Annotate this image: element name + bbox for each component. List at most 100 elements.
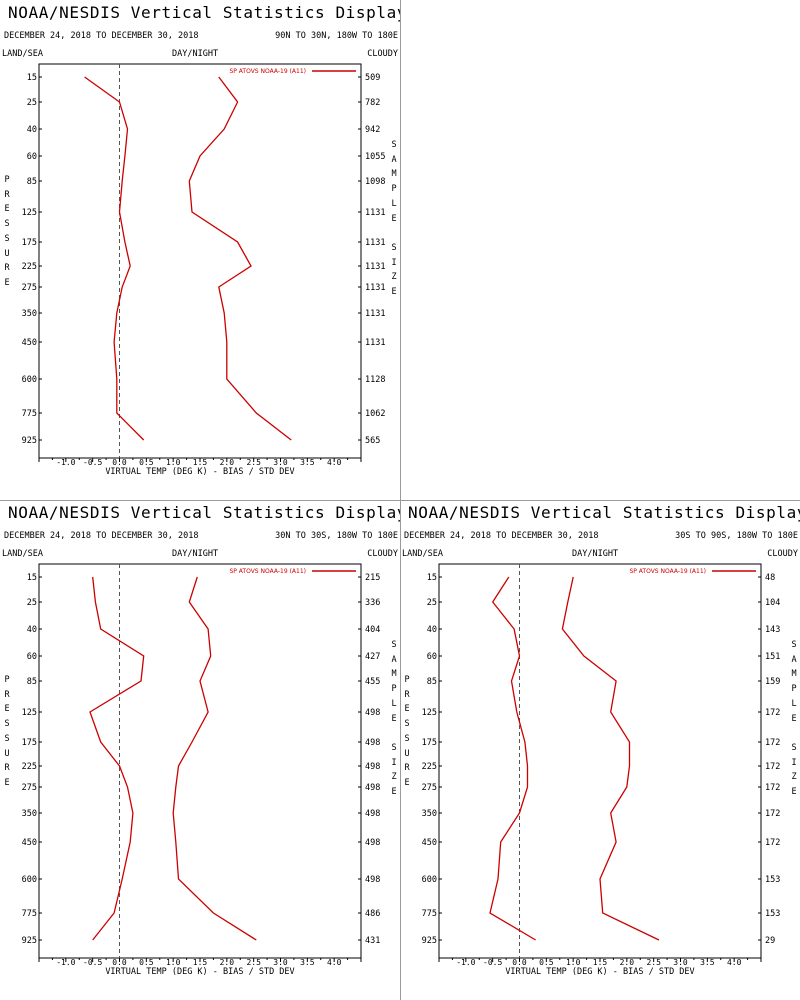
x-tick-label: 0.5 — [139, 958, 154, 967]
pressure-level-label: 85 — [427, 677, 437, 687]
pressure-level-label: 125 — [22, 708, 37, 718]
sample-size-label: 455 — [365, 677, 380, 687]
legend-label: SP ATOVS NOAA-19 (A11) — [629, 568, 706, 575]
pressure-axis-label: P R E S S U R E — [404, 675, 410, 788]
pressure-level-label: 85 — [27, 177, 37, 187]
pressure-level-label: 600 — [22, 375, 37, 385]
chart-svg: -1.0 -0.5 0.0 0.5 1.0 1.5 2.0 2.5 3.0 3.5 4.0 VIRTU… — [22, 63, 385, 477]
sample-size-label: 1098 — [365, 177, 385, 187]
plot-frame — [438, 563, 762, 959]
sample-size-label: 336 — [365, 598, 380, 608]
date-range: DECEMBER 24, 2018 TO DECEMBER 30, 2018 — [4, 31, 199, 41]
pressure-level-label: 775 — [22, 409, 37, 419]
pressure-level-label: 925 — [22, 436, 37, 446]
pressure-level-label: 350 — [22, 809, 37, 819]
pressure-level-label: 125 — [422, 708, 437, 718]
x-tick-label: -0.5 — [83, 458, 102, 467]
sample-size-label: 172 — [765, 809, 780, 819]
x-tick-label: 3.0 — [673, 958, 688, 967]
pressure-level-label: 40 — [27, 125, 37, 135]
sample-size-label: 151 — [765, 652, 780, 662]
legend-label: SP ATOVS NOAA-19 (A11) — [229, 568, 306, 575]
sample-size-label: 104 — [765, 598, 780, 608]
sample-size-label: 486 — [365, 909, 380, 919]
x-tick-label: 1.0 — [166, 958, 181, 967]
x-tick-label: -1.0 — [56, 958, 75, 967]
x-tick-label: 2.5 — [246, 958, 261, 967]
x-tick-label: 3.0 — [273, 958, 288, 967]
date-range: DECEMBER 24, 2018 TO DECEMBER 30, 2018 — [404, 531, 599, 541]
sample-size-label: 498 — [365, 809, 380, 819]
bias-line — [84, 76, 145, 441]
sample-size-label: 509 — [365, 73, 380, 83]
std-dev-line — [188, 76, 292, 441]
chart-svg: -1.0 -0.5 0.0 0.5 1.0 1.5 2.0 2.5 3.0 3.5 4.0 VIRTU… — [422, 563, 780, 977]
panel-title: NOAA/NESDIS Vertical Statistics Display — [8, 3, 400, 22]
sample-size-label: 498 — [365, 762, 380, 772]
x-tick-label: -0.5 — [483, 958, 502, 967]
sample-size-label: 159 — [765, 677, 780, 687]
chart-panel-north: NOAA/NESDIS Vertical Statistics Display … — [0, 0, 400, 500]
x-tick-label: 4.0 — [327, 458, 342, 467]
region-label: 30S TO 90S, 180W TO 180E — [675, 531, 798, 541]
pressure-level-label: 15 — [27, 573, 37, 583]
sample-size-label: 1128 — [365, 375, 385, 385]
cloudy-label: CLOUDY — [367, 49, 398, 59]
sample-size-label: 172 — [765, 838, 780, 848]
region-label: 90N TO 30N, 180W TO 180E — [275, 31, 398, 41]
pressure-level-label: 775 — [422, 909, 437, 919]
sample-size-label: 172 — [765, 762, 780, 772]
pressure-level-label: 225 — [22, 762, 37, 772]
x-tick-label: 1.5 — [193, 958, 208, 967]
pressure-level-label: 25 — [427, 598, 437, 608]
pressure-level-label: 225 — [22, 262, 37, 272]
x-tick-label: 0.0 — [112, 958, 127, 967]
pressure-level-label: 40 — [27, 625, 37, 635]
std-dev-line — [172, 576, 257, 941]
sample-size-label: 427 — [365, 652, 380, 662]
x-tick-label: 0.5 — [139, 458, 154, 467]
sample-size-label: 565 — [365, 436, 380, 446]
sample-size-label: 1131 — [365, 338, 385, 348]
sample-size-axis-label: S A M P L E S I Z E — [391, 640, 397, 798]
x-tick-label: 2.0 — [220, 958, 235, 967]
pressure-level-label: 350 — [22, 309, 37, 319]
x-tick-label: 3.0 — [273, 458, 288, 467]
sample-size-label: 29 — [765, 936, 775, 946]
x-tick-label: 1.0 — [566, 958, 581, 967]
pressure-level-label: 450 — [22, 838, 37, 848]
sample-size-label: 782 — [365, 98, 380, 108]
x-tick-label: 4.0 — [327, 958, 342, 967]
sample-size-label: 172 — [765, 738, 780, 748]
pressure-level-label: 600 — [22, 875, 37, 885]
pressure-level-label: 85 — [27, 677, 37, 687]
day-night-label: DAY/NIGHT — [172, 49, 219, 59]
x-tick-label: -1.0 — [56, 458, 75, 467]
x-axis-label: VIRTUAL TEMP (DEG K) - BIAS / STD DEV — [105, 467, 294, 477]
plot-frame — [38, 63, 362, 459]
sample-size-label: 172 — [765, 708, 780, 718]
x-tick-label: 2.0 — [220, 458, 235, 467]
chart-panel-south: NOAA/NESDIS Vertical Statistics Display … — [400, 500, 800, 1000]
x-tick-label: -0.5 — [83, 958, 102, 967]
sample-size-label: 172 — [765, 783, 780, 793]
day-night-label: DAY/NIGHT — [172, 549, 219, 559]
sample-size-label: 404 — [365, 625, 380, 635]
x-tick-label: 3.5 — [700, 958, 715, 967]
pressure-axis-label: P R E S S U R E — [4, 175, 10, 288]
pressure-axis-label: P R E S S U R E — [4, 675, 10, 788]
sample-size-label: 431 — [365, 936, 380, 946]
pressure-level-label: 600 — [422, 875, 437, 885]
x-tick-label: 2.5 — [646, 958, 661, 967]
x-tick-label: 4.0 — [727, 958, 742, 967]
land-sea-label: LAND/SEA — [2, 549, 43, 559]
x-tick-label: 1.5 — [593, 958, 608, 967]
date-range: DECEMBER 24, 2018 TO DECEMBER 30, 2018 — [4, 531, 199, 541]
x-tick-label: -1.0 — [456, 958, 475, 967]
pressure-level-label: 175 — [22, 738, 37, 748]
pressure-level-label: 25 — [27, 598, 37, 608]
day-night-label: DAY/NIGHT — [572, 549, 619, 559]
pressure-level-label: 60 — [427, 652, 437, 662]
cloudy-label: CLOUDY — [367, 549, 398, 559]
sample-size-label: 1055 — [365, 152, 385, 162]
